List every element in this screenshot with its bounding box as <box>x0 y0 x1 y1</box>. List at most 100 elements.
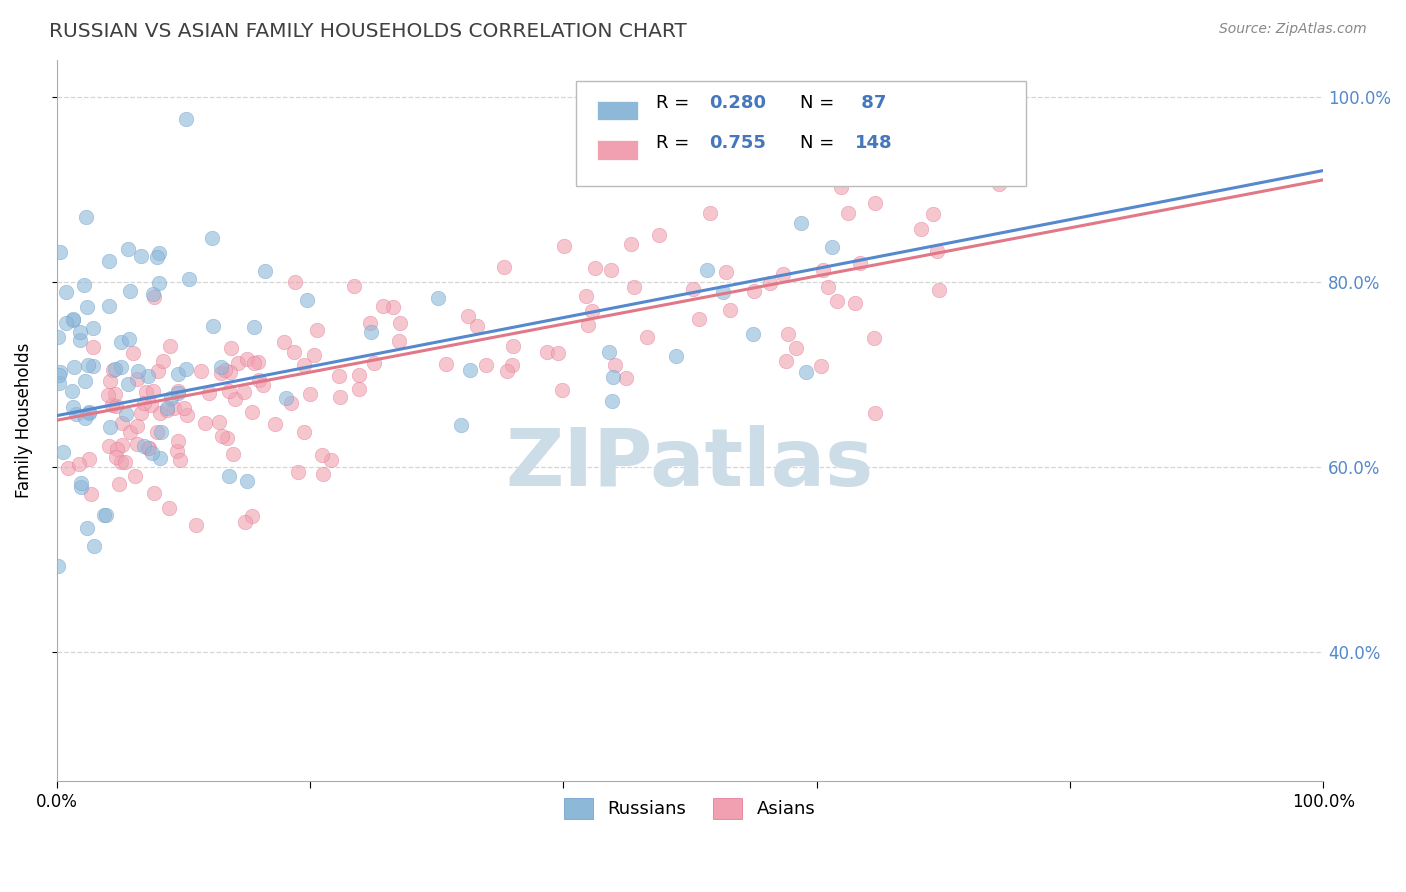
Point <box>76 300 98 314</box>
Y-axis label: Family Households: Family Households <box>15 343 32 498</box>
Point <box>247 373 270 387</box>
Point <box>865 406 887 420</box>
Point <box>135 384 157 399</box>
Point <box>648 227 671 242</box>
Point <box>243 355 266 369</box>
Point <box>184 518 207 533</box>
Point <box>146 425 169 439</box>
Point <box>218 469 240 483</box>
Point <box>69 325 91 339</box>
Point <box>682 282 704 296</box>
Point <box>174 362 197 376</box>
Point <box>292 358 315 372</box>
Point <box>209 359 232 374</box>
Point <box>922 207 945 221</box>
Point <box>582 157 605 171</box>
Point <box>616 371 638 385</box>
Point <box>55 285 77 299</box>
Point <box>349 382 371 396</box>
Text: ZIPatlas: ZIPatlas <box>506 425 875 502</box>
Point <box>502 339 524 353</box>
FancyBboxPatch shape <box>598 140 638 160</box>
Point <box>52 445 75 459</box>
Point <box>605 358 627 372</box>
Point <box>222 447 245 461</box>
Point <box>492 260 515 274</box>
Point <box>104 387 127 401</box>
Point <box>65 408 87 422</box>
Point <box>240 508 263 523</box>
Point <box>287 465 309 479</box>
Point <box>623 279 645 293</box>
Text: 0.280: 0.280 <box>709 94 766 112</box>
Point <box>134 395 156 409</box>
Point <box>636 329 658 343</box>
Point <box>224 392 246 407</box>
Point <box>136 442 159 456</box>
Text: 148: 148 <box>855 134 893 152</box>
Point <box>98 254 121 268</box>
Point <box>73 410 96 425</box>
Point <box>73 277 96 292</box>
Point <box>790 216 813 230</box>
Point <box>105 399 128 413</box>
Point <box>79 407 101 421</box>
Point <box>127 372 149 386</box>
Point <box>97 388 120 402</box>
Point <box>742 284 765 298</box>
Point <box>599 262 621 277</box>
Point <box>142 290 165 304</box>
Point <box>699 205 721 219</box>
Point <box>49 365 72 379</box>
Point <box>103 362 125 376</box>
Text: 0.755: 0.755 <box>709 134 766 152</box>
Point <box>136 368 159 383</box>
Point <box>97 439 120 453</box>
Point <box>157 500 180 515</box>
Point <box>574 289 596 303</box>
Point <box>142 286 165 301</box>
Point <box>48 368 70 383</box>
Point <box>127 419 149 434</box>
Point <box>688 311 710 326</box>
Point <box>127 364 149 378</box>
Point <box>55 316 77 330</box>
Point <box>240 405 263 419</box>
Point <box>202 319 225 334</box>
Point <box>696 263 718 277</box>
Point <box>299 387 322 401</box>
Point <box>252 378 274 392</box>
Point <box>928 283 950 297</box>
Point <box>141 398 163 412</box>
Point <box>148 246 170 260</box>
Point <box>152 354 174 368</box>
Point <box>576 318 599 333</box>
Point <box>305 323 328 337</box>
Point <box>207 415 229 429</box>
Point <box>243 319 266 334</box>
Point <box>761 126 783 140</box>
Point <box>80 487 103 501</box>
Point <box>118 425 141 439</box>
Point <box>75 374 97 388</box>
Point <box>553 238 575 252</box>
Point <box>910 222 932 236</box>
Point <box>110 437 132 451</box>
Point <box>217 431 239 445</box>
Point <box>75 211 97 225</box>
Point <box>98 299 121 313</box>
Point <box>156 401 179 416</box>
Point <box>226 356 249 370</box>
Point <box>120 284 142 298</box>
Point <box>149 406 172 420</box>
Point <box>105 450 128 465</box>
Point <box>166 444 188 458</box>
Point <box>811 263 834 277</box>
Point <box>219 365 242 379</box>
Text: N =: N = <box>800 134 839 152</box>
Point <box>371 299 394 313</box>
Point <box>236 351 259 366</box>
Point <box>82 320 104 334</box>
Point <box>925 244 948 259</box>
Point <box>664 349 686 363</box>
